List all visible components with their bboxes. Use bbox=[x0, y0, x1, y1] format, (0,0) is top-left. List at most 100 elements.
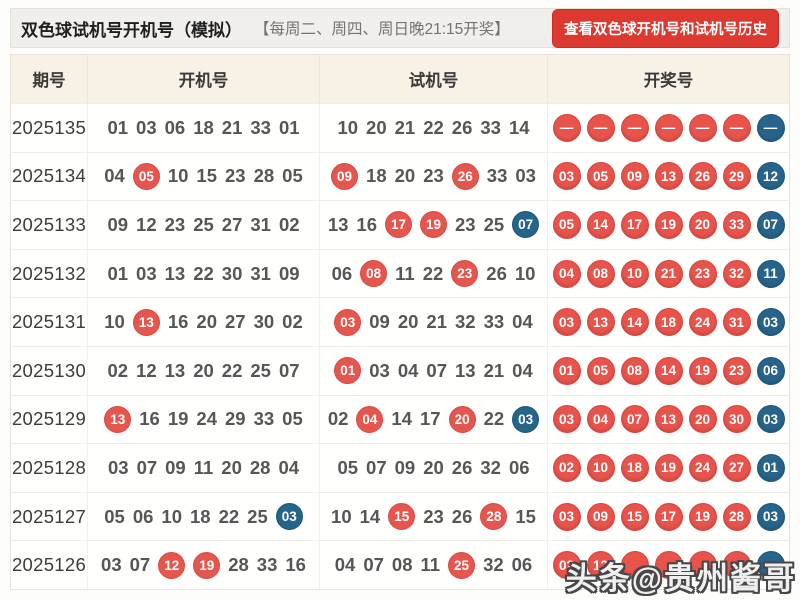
plain-number: 21 bbox=[426, 311, 447, 333]
red-ball: 18 bbox=[654, 308, 683, 337]
red-ball: 04 bbox=[586, 405, 615, 434]
shiji-numbers: 01 03 04 07 13 21 04 bbox=[334, 357, 533, 385]
blue-ball: — bbox=[756, 113, 785, 142]
red-ball: 19 bbox=[688, 356, 717, 385]
period-number: 2025135 bbox=[11, 116, 87, 138]
column-header-period: 期号 bbox=[32, 72, 66, 90]
plain-number: 16 bbox=[285, 554, 306, 576]
kaijiang-cell: 04 08 10 21 23 32 11 bbox=[547, 249, 789, 298]
shiji-numbers: 09 18 20 23 26 33 03 bbox=[331, 162, 536, 190]
plain-number: 11 bbox=[395, 262, 415, 284]
period-cell: 2025135 bbox=[11, 104, 87, 152]
red-ball: 09 bbox=[586, 502, 615, 531]
red-ball: 15 bbox=[620, 502, 649, 531]
shiji-numbers: 10 20 21 22 26 33 14 bbox=[337, 117, 529, 139]
kaiji-numbers: 01 03 06 18 21 33 01 bbox=[107, 117, 299, 139]
plain-number: 30 bbox=[253, 311, 275, 333]
shiji-numbers-cell: 10 20 21 22 26 33 14 bbox=[319, 104, 547, 152]
red-ball: 28 bbox=[722, 502, 751, 531]
table-row: 2025131 10 13 16 20 27 30 02 03 09 20 21 32 33 04 03 13 1… bbox=[11, 297, 789, 346]
plain-number: 02 bbox=[278, 213, 300, 235]
plain-number: 33 bbox=[253, 408, 275, 430]
plain-number: 33 bbox=[250, 116, 271, 138]
plain-number: 20 bbox=[193, 359, 214, 381]
red-ball bbox=[688, 551, 717, 580]
plain-number: 10 bbox=[514, 262, 536, 284]
plain-number: 05 bbox=[282, 165, 303, 187]
kaijiang-cell: 05 14 17 19 20 33 07 bbox=[547, 201, 789, 249]
plain-number: 07 bbox=[366, 456, 387, 478]
shiji-numbers-cell: 01 03 04 07 13 21 04 bbox=[319, 346, 547, 395]
kaijiang-cell: — — — — — — — bbox=[547, 104, 789, 152]
red-ball: 13 bbox=[654, 162, 683, 191]
view-history-button[interactable]: 查看双色球开机号和试机号历史 bbox=[552, 8, 779, 48]
plain-number: 23 bbox=[164, 213, 186, 235]
plain-number: 25 bbox=[483, 213, 505, 235]
red-ball: 20 bbox=[688, 210, 717, 239]
red-ball: — bbox=[722, 113, 751, 142]
red-ball bbox=[620, 551, 649, 580]
plain-number: 21 bbox=[394, 116, 416, 138]
red-ball: 02 bbox=[552, 453, 581, 482]
red-highlight-number: 25 bbox=[448, 551, 476, 579]
plain-number: 06 bbox=[132, 505, 154, 527]
red-ball: — bbox=[688, 113, 717, 142]
period-cell: 2025134 bbox=[11, 153, 87, 201]
shiji-numbers: 06 08 11 22 23 26 10 bbox=[332, 260, 536, 288]
table-body: 2025135 01 03 06 18 21 33 01 10 20 21 22 26 33 14— — — — —… bbox=[11, 103, 789, 589]
plain-number: 03 bbox=[136, 262, 157, 284]
red-ball: 02 bbox=[552, 551, 581, 580]
red-ball: 13 bbox=[654, 405, 683, 434]
plain-number: 12 bbox=[136, 213, 157, 235]
plain-number: 03 bbox=[136, 116, 157, 138]
kaiji-numbers-cell: 05 06 10 18 22 25 03 bbox=[87, 492, 319, 541]
table-row: 2025127 05 06 10 18 22 25 03 10 14 15 23 26 28 15 03 09 1… bbox=[11, 491, 789, 541]
kaijiang-balls: 02 12 bbox=[552, 551, 785, 580]
lottery-panel: 双色球试机号开机号（模拟） 【每周二、周四、周日晚21:15开奖】 查看双色球开… bbox=[10, 8, 790, 590]
kaijiang-cell: 03 13 14 18 24 31 03 bbox=[547, 298, 789, 346]
plain-number: 16 bbox=[356, 213, 377, 235]
plain-number: 06 bbox=[164, 116, 186, 138]
plain-number: 05 bbox=[337, 456, 359, 478]
kaiji-numbers: 03 07 12 19 28 33 16 bbox=[101, 551, 306, 579]
plain-number: 14 bbox=[391, 408, 412, 430]
period-cell: 2025131 bbox=[11, 298, 87, 346]
plain-number: 06 bbox=[511, 554, 533, 576]
period-number: 2025132 bbox=[11, 262, 87, 284]
red-ball: 08 bbox=[620, 356, 649, 385]
kaijiang-cell: 03 09 15 17 19 28 03 bbox=[547, 492, 789, 541]
kaiji-numbers: 10 13 16 20 27 30 02 bbox=[104, 308, 303, 336]
plain-number: 09 bbox=[165, 456, 186, 478]
shiji-numbers: 02 04 14 17 20 22 03 bbox=[328, 405, 540, 433]
red-ball: 13 bbox=[586, 308, 615, 337]
kaiji-numbers-cell: 09 12 23 25 27 31 02 bbox=[87, 201, 319, 249]
red-ball: 21 bbox=[654, 259, 683, 288]
table-row: 2025126 03 07 12 19 28 33 16 04 07 08 11 25 32 06 02 12 bbox=[11, 540, 789, 589]
plain-number: 13 bbox=[455, 359, 476, 381]
period-cell: 2025129 bbox=[11, 396, 87, 444]
red-ball bbox=[654, 551, 683, 580]
shiji-numbers-cell: 03 09 20 21 32 33 04 bbox=[319, 298, 547, 346]
plain-number: 33 bbox=[256, 554, 278, 576]
shiji-numbers-cell: 05 07 09 20 26 32 06 bbox=[319, 444, 547, 492]
plain-number: 14 bbox=[359, 505, 381, 527]
plain-number: 04 bbox=[278, 456, 300, 478]
plain-number: 18 bbox=[193, 116, 214, 138]
plain-number: 09 bbox=[369, 311, 390, 333]
red-ball: 14 bbox=[654, 356, 683, 385]
plain-number: 28 bbox=[253, 165, 275, 187]
period-number: 2025129 bbox=[11, 408, 87, 430]
plain-number: 12 bbox=[136, 359, 157, 381]
plain-number: 09 bbox=[107, 213, 129, 235]
table-row: 2025130 02 12 13 20 22 25 07 01 03 04 07 13 21 04 01 05 0… bbox=[11, 345, 789, 395]
red-highlight-number: 12 bbox=[158, 551, 186, 579]
plain-number: 23 bbox=[423, 165, 444, 187]
blue-ball: 03 bbox=[756, 405, 785, 434]
plain-number: 20 bbox=[196, 311, 217, 333]
period-cell: 2025132 bbox=[11, 250, 87, 298]
plain-number: 05 bbox=[282, 408, 303, 430]
plain-number: 32 bbox=[483, 554, 504, 576]
red-ball: 05 bbox=[552, 210, 581, 239]
period-cell: 2025130 bbox=[11, 347, 87, 395]
red-ball: 03 bbox=[552, 162, 581, 191]
